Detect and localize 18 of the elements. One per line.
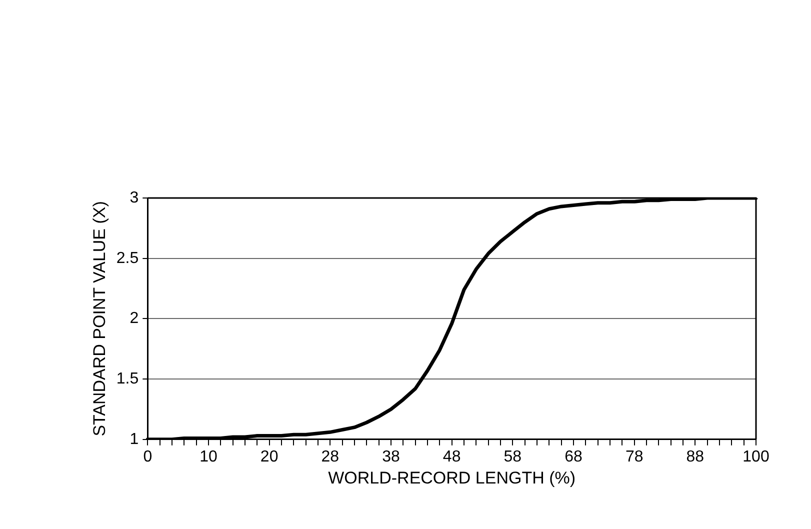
y-axis-title: STANDARD POINT VALUE (X) [90, 201, 109, 436]
y-tick-label: 1 [130, 430, 139, 448]
x-tick-label: 58 [504, 448, 522, 466]
x-tick-label: 10 [200, 448, 218, 466]
y-tick-label: 2 [130, 310, 139, 328]
y-tick-label: 1.5 [116, 370, 139, 388]
x-tick-label: 38 [382, 448, 400, 466]
x-tick-label: 68 [564, 448, 582, 466]
x-axis-title: WORLD-RECORD LENGTH (%) [328, 468, 576, 488]
x-tick-label: 88 [686, 448, 704, 466]
x-tick-label: 20 [260, 448, 278, 466]
y-tick-label: 3 [130, 189, 139, 206]
x-tick-label: 100 [742, 448, 770, 466]
x-tick-label: 28 [321, 448, 340, 466]
y-tick-label: 2.5 [116, 250, 139, 267]
x-tick-label: 78 [625, 448, 644, 466]
x-tick-label: 48 [442, 448, 461, 466]
x-tick-label: 0 [143, 448, 152, 466]
